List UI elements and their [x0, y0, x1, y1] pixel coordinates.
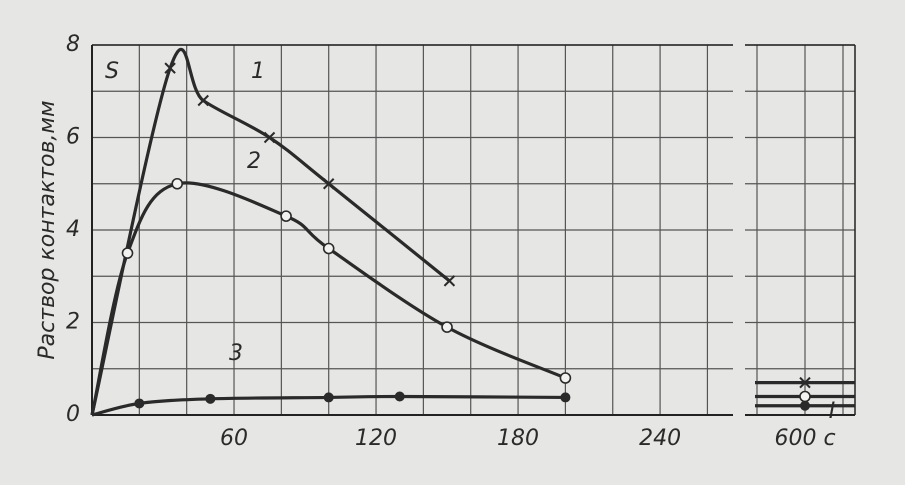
marker: [800, 400, 810, 411]
marker: [799, 376, 811, 389]
marker: [134, 398, 145, 409]
series-label: 2: [247, 149, 261, 174]
y-tick-label: 6: [66, 125, 80, 150]
y-tick-label: 4: [66, 217, 80, 242]
x-tick-label: 120: [355, 426, 397, 451]
marker: [560, 392, 571, 403]
marker: [121, 247, 134, 259]
x-tick-label: 180: [497, 426, 539, 451]
marker: [322, 242, 335, 255]
x-tick-label: 60: [220, 426, 248, 451]
marker: [322, 178, 335, 190]
marker: [205, 393, 216, 404]
marker: [559, 372, 572, 384]
marker: [263, 131, 276, 144]
marker: [441, 321, 453, 333]
annotation: I: [829, 399, 836, 424]
y-tick-label: 8: [66, 32, 80, 57]
y-symbol: S: [105, 59, 119, 84]
marker: [280, 210, 292, 222]
marker: [323, 392, 334, 403]
y-axis-label: Раствор контактов,мм: [35, 100, 60, 359]
y-tick-label: 0: [66, 402, 80, 427]
marker: [164, 62, 176, 74]
marker: [799, 390, 811, 403]
series-label: 3: [229, 341, 243, 366]
marker: [171, 177, 184, 190]
marker: [197, 94, 209, 107]
series-label: 1: [251, 59, 265, 84]
x-tick-label: 240: [639, 426, 681, 451]
y-tick-label: 2: [66, 310, 80, 335]
marker: [443, 275, 456, 287]
marker: [394, 391, 405, 402]
x-tick-label: 600 с: [774, 426, 835, 451]
